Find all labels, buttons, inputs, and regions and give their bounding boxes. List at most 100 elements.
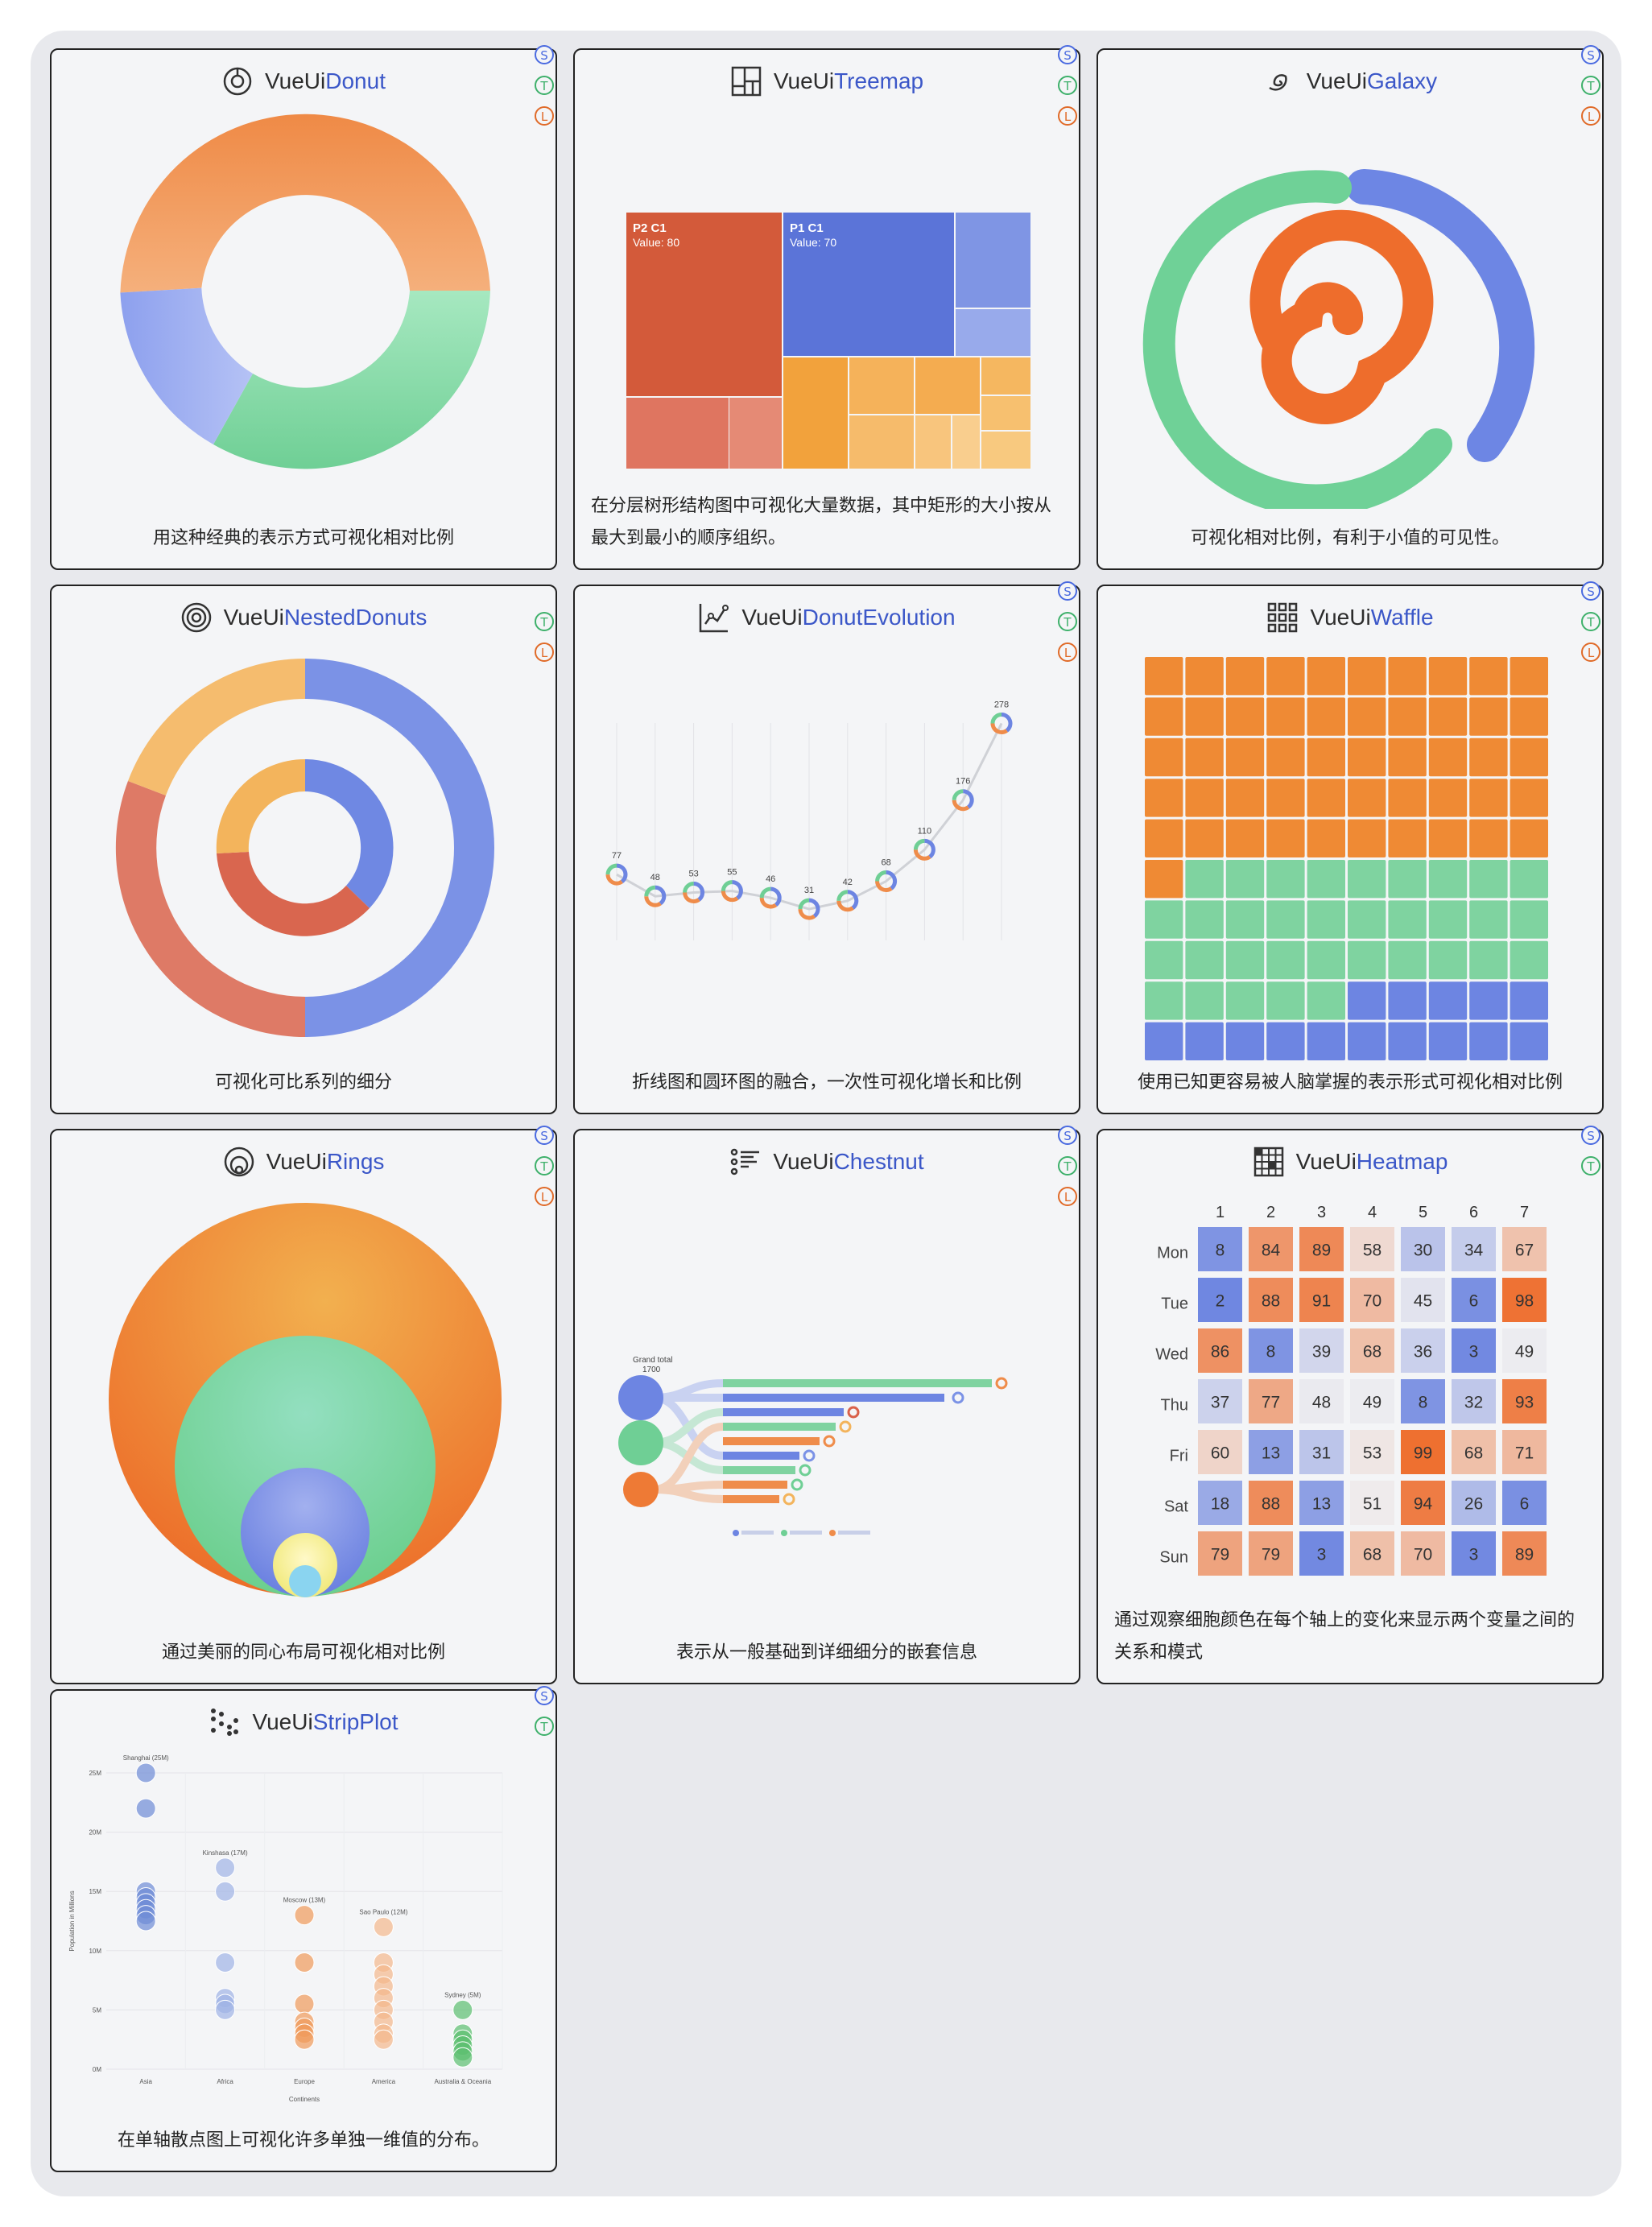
badge-t[interactable]: T (535, 76, 554, 95)
waffle-cell[interactable] (1510, 860, 1548, 899)
heatmap-cell[interactable] (1299, 1328, 1344, 1373)
waffle-cell[interactable] (1510, 697, 1548, 736)
waffle-cell[interactable] (1428, 1022, 1468, 1060)
badge-t[interactable]: T (535, 612, 554, 631)
waffle-cell[interactable] (1266, 1022, 1305, 1060)
waffle-cell[interactable] (1266, 657, 1305, 696)
waffle-cell[interactable] (1225, 819, 1265, 857)
waffle-cell[interactable] (1225, 1022, 1265, 1060)
heatmap-cell[interactable] (1249, 1328, 1293, 1373)
heatmap-cell[interactable] (1502, 1531, 1547, 1576)
waffle-cell[interactable] (1348, 860, 1386, 899)
waffle-cell[interactable] (1185, 819, 1224, 857)
evolution-point[interactable]: 48 (644, 873, 667, 907)
card-nested-donuts[interactable]: VueUiNestedDonuts T L 可视化可比系列的细分 (50, 585, 557, 1114)
waffle-cell[interactable] (1348, 819, 1386, 857)
waffle-cell[interactable] (1185, 1022, 1224, 1060)
badge-l[interactable]: L (1058, 642, 1077, 662)
heatmap-cell[interactable] (1249, 1531, 1293, 1576)
waffle-cell[interactable] (1266, 819, 1305, 857)
card-title[interactable]: VueUiStripPlot (52, 1702, 555, 1742)
badge-l[interactable]: L (535, 1187, 554, 1206)
waffle-cell[interactable] (1185, 697, 1224, 736)
badge-s[interactable]: S (1581, 1126, 1600, 1145)
heatmap-cell[interactable] (1401, 1227, 1445, 1271)
strip-point[interactable] (135, 1762, 156, 1783)
heatmap-cell[interactable] (1198, 1379, 1242, 1423)
waffle-cell[interactable] (1348, 657, 1386, 696)
heatmap-cell[interactable] (1452, 1379, 1496, 1423)
waffle-cell[interactable] (1225, 860, 1265, 899)
badge-s[interactable]: S (1581, 581, 1600, 601)
waffle-cell[interactable] (1510, 738, 1548, 777)
waffle-cell[interactable] (1307, 981, 1345, 1020)
waffle-cell[interactable] (1185, 738, 1224, 777)
badge-t[interactable]: T (535, 1156, 554, 1175)
heatmap-cell[interactable] (1299, 1481, 1344, 1525)
waffle-cell[interactable] (1388, 1022, 1427, 1060)
waffle-cell[interactable] (1428, 697, 1468, 736)
waffle-cell[interactable] (1307, 819, 1345, 857)
heatmap-cell[interactable] (1249, 1227, 1293, 1271)
strip-point[interactable] (215, 1881, 236, 1902)
waffle-cell[interactable] (1145, 940, 1183, 980)
waffle-cell[interactable] (1348, 940, 1386, 980)
heatmap-cell[interactable] (1350, 1328, 1394, 1373)
waffle-cell[interactable] (1348, 697, 1386, 736)
heatmap-cell[interactable] (1350, 1227, 1394, 1271)
waffle-cell[interactable] (1510, 779, 1548, 817)
evolution-point[interactable]: 176 (952, 777, 974, 812)
waffle-cell[interactable] (1428, 819, 1468, 857)
waffle-cell[interactable] (1469, 819, 1508, 857)
card-title[interactable]: VueUiNestedDonuts (52, 597, 555, 638)
waffle-cell[interactable] (1307, 738, 1345, 777)
evolution-point[interactable]: 55 (721, 868, 743, 903)
waffle-cell[interactable] (1266, 860, 1305, 899)
waffle-cell[interactable] (1428, 738, 1468, 777)
waffle-cell[interactable] (1510, 940, 1548, 980)
card-title[interactable]: VueUiTreemap (575, 61, 1079, 101)
badge-t[interactable]: T (1058, 1156, 1077, 1175)
waffle-cell[interactable] (1266, 697, 1305, 736)
waffle-cell[interactable] (1307, 860, 1345, 899)
waffle-cell[interactable] (1185, 940, 1224, 980)
waffle-cell[interactable] (1307, 1022, 1345, 1060)
heatmap-cell[interactable] (1299, 1379, 1344, 1423)
heatmap-cell[interactable] (1198, 1481, 1242, 1525)
waffle-cell[interactable] (1307, 940, 1345, 980)
waffle-cell[interactable] (1469, 1022, 1508, 1060)
waffle-cell[interactable] (1225, 657, 1265, 696)
waffle-cell[interactable] (1266, 900, 1305, 939)
heatmap-cell[interactable] (1401, 1430, 1445, 1474)
strip-point[interactable] (373, 1916, 394, 1937)
waffle-cell[interactable] (1307, 779, 1345, 817)
waffle-cell[interactable] (1185, 900, 1224, 939)
card-title[interactable]: VueUiDonut (52, 61, 555, 101)
heatmap-cell[interactable] (1299, 1278, 1344, 1322)
waffle-cell[interactable] (1388, 779, 1427, 817)
waffle-cell[interactable] (1266, 940, 1305, 980)
waffle-cell[interactable] (1469, 981, 1508, 1020)
waffle-cell[interactable] (1185, 981, 1224, 1020)
badge-s[interactable]: S (535, 45, 554, 64)
waffle-cell[interactable] (1225, 981, 1265, 1020)
card-waffle[interactable]: VueUiWaffle S T L 使用已知更容易被人脑掌握的表示形式可视化相对… (1097, 581, 1604, 1114)
badge-l[interactable]: L (1058, 106, 1077, 126)
waffle-cell[interactable] (1388, 657, 1427, 696)
strip-point[interactable] (135, 1911, 156, 1932)
waffle-cell[interactable] (1145, 697, 1183, 736)
heatmap-cell[interactable] (1401, 1481, 1445, 1525)
waffle-cell[interactable] (1266, 779, 1305, 817)
waffle-cell[interactable] (1348, 779, 1386, 817)
card-title[interactable]: VueUiDonutEvolution (575, 597, 1079, 638)
waffle-cell[interactable] (1145, 779, 1183, 817)
waffle-cell[interactable] (1469, 697, 1508, 736)
waffle-cell[interactable] (1388, 738, 1427, 777)
evolution-point[interactable]: 31 (798, 886, 820, 920)
waffle-cell[interactable] (1388, 900, 1427, 939)
strip-point[interactable] (294, 1952, 315, 1973)
waffle-cell[interactable] (1469, 900, 1508, 939)
card-galaxy[interactable]: VueUiGalaxy S T L 可视化相对比例，有利于小值的可见性。 (1097, 45, 1604, 570)
heatmap-cell[interactable] (1401, 1531, 1445, 1576)
card-title[interactable]: VueUiGalaxy (1098, 61, 1602, 101)
